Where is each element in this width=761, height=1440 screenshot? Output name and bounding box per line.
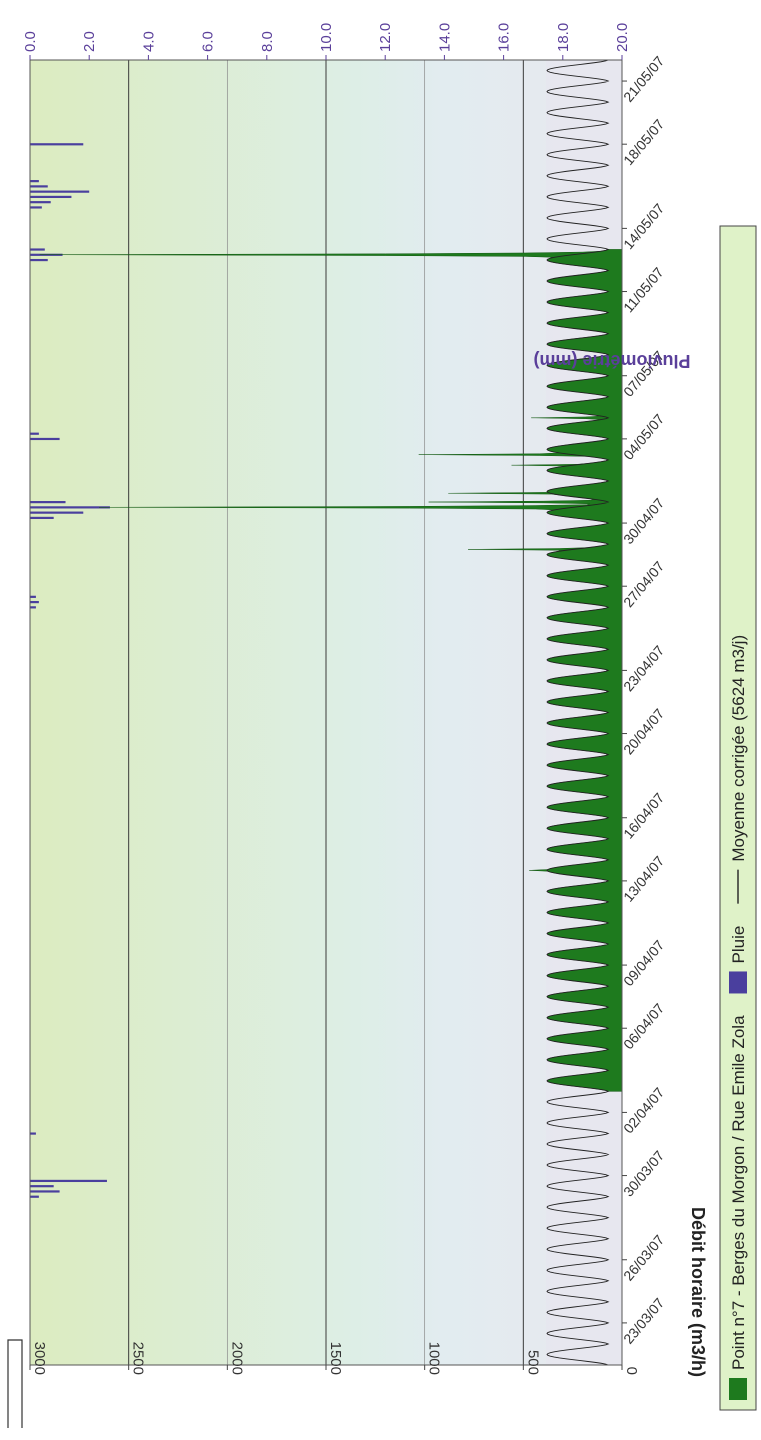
mean-series [546, 59, 610, 1366]
date-tick-label: 04/05/07 [620, 411, 667, 463]
date-tick-label: 13/04/07 [620, 853, 667, 905]
legend-box: Point n°7 - Berges du Morgon / Rue Emile… [719, 225, 757, 1411]
flow-tick-label: 3000 [31, 1342, 48, 1375]
date-tick-label: 30/03/07 [620, 1147, 667, 1199]
rain-tick-label: 10.0 [318, 23, 335, 52]
flow-tick-label: 500 [524, 1350, 541, 1375]
rain-bar [30, 432, 39, 435]
rain-bar [30, 506, 110, 509]
flow-tick-label: 1500 [327, 1342, 344, 1375]
flow-tick-label: 2500 [130, 1342, 147, 1375]
date-tick-label: 26/03/07 [620, 1231, 667, 1283]
rain-tick-label: 4.0 [140, 31, 157, 52]
rain-tick-label: 6.0 [200, 31, 217, 52]
rain-bar [30, 185, 48, 188]
rain-axis-title: Pluviométrie (mm) [533, 351, 690, 371]
rain-bar [30, 595, 36, 598]
rain-tick-label: 14.0 [436, 23, 453, 52]
rain-tick-label: 20.0 [614, 23, 631, 52]
flow-tick-label: 1000 [426, 1342, 443, 1375]
rain-tick-label: 8.0 [259, 31, 276, 52]
rain-tick-label: 18.0 [555, 23, 572, 52]
date-tick-label: 11/05/07 [620, 264, 667, 315]
flow-tick-label: 2000 [228, 1342, 245, 1375]
rain-bar [30, 1185, 54, 1188]
flow-axis-title: Débit horaire (m3/h) [688, 1207, 708, 1377]
mean-line [546, 59, 610, 1366]
date-tick-label: 21/05/07 [620, 53, 667, 105]
legend-swatch-flow [729, 1378, 747, 1400]
date-tick-label: 14/05/07 [620, 200, 667, 252]
date-tick-label: 16/04/07 [620, 789, 667, 841]
rain-tick-label: 12.0 [377, 23, 394, 52]
rain-bar [30, 206, 42, 209]
date-tick-label: 30/04/07 [620, 495, 667, 547]
rain-bar [30, 190, 90, 193]
rain-bar [30, 516, 54, 520]
flow-tick-labels: 0 500 1000 1500 2000 2500 3000 [29, 1342, 640, 1375]
rain-bar [30, 437, 60, 441]
rain-bar [30, 1195, 39, 1198]
date-tick-label: 09/04/07 [620, 937, 667, 989]
page-edge-bracket [7, 1339, 23, 1428]
rain-bar [30, 201, 51, 204]
legend-swatch-rain [729, 971, 747, 994]
rain-axis: 0.0 2.0 4.0 6.0 8.0 10.0 12.0 14.0 16.0 18.0 20.0 [22, 23, 631, 60]
rain-bar [30, 600, 39, 604]
rain-bar [30, 248, 45, 251]
rain-bar [30, 606, 36, 609]
flow-tick-label: 0 [623, 1367, 640, 1375]
rain-bar [30, 1190, 60, 1193]
date-tick-label: 20/04/07 [620, 705, 667, 757]
rain-bar [30, 143, 84, 146]
gridlines [128, 60, 524, 1365]
rain-bar [30, 501, 66, 504]
legend-label: Moyenne corrigée (5624 m3/j) [729, 635, 748, 862]
chart-legend: Point n°7 - Berges du Morgon / Rue Emile… [719, 225, 757, 1411]
legend-frame [719, 225, 757, 1411]
date-tick-label: 23/04/07 [620, 642, 667, 694]
rain-bar [30, 258, 48, 262]
rain-series [30, 143, 110, 1198]
rain-bar [30, 1132, 36, 1135]
legend-label: Point n°7 - Berges du Morgon / Rue Emile… [729, 1015, 748, 1370]
rain-tick-label: 16.0 [496, 23, 513, 52]
rain-tick-label: 2.0 [81, 31, 98, 52]
date-tick-label: 23/03/07 [620, 1295, 667, 1347]
rain-bar [30, 511, 84, 514]
date-tick-labels: 23/03/07 26/03/07 30/03/07 02/04/07 06/04/07… [620, 53, 667, 1347]
rain-tick-label: 0.0 [22, 31, 39, 52]
date-tick-label: 02/04/07 [620, 1084, 667, 1136]
date-tick-label: 18/05/07 [620, 116, 667, 168]
date-tick-label: 06/04/07 [620, 1000, 667, 1052]
rain-bar [30, 180, 39, 183]
date-tick-label: 27/04/07 [620, 558, 667, 610]
rain-bar [30, 195, 72, 199]
legend-label: Pluie [729, 926, 748, 964]
rain-bar [30, 1179, 107, 1183]
